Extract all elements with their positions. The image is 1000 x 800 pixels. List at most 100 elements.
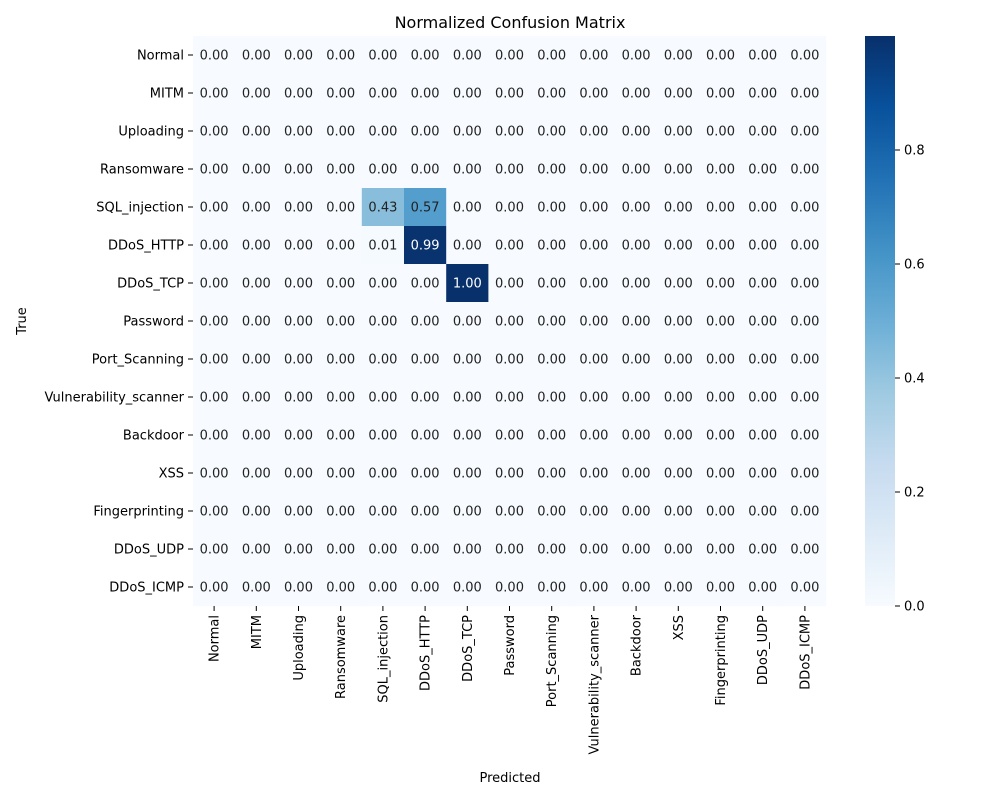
cell-value-label: 0.99 — [411, 239, 440, 254]
heatmap-cell — [699, 150, 742, 189]
cell-value-label: 0.00 — [579, 49, 608, 64]
cell-value-label: 0.00 — [579, 163, 608, 178]
heatmap-cell — [572, 264, 616, 303]
cell-value-label: 0.00 — [411, 315, 440, 330]
cell-value-label: 0.57 — [411, 201, 440, 216]
y-tick-label: SQL_injection — [96, 201, 184, 216]
heatmap-cell — [446, 264, 489, 303]
heatmap-cell — [699, 378, 742, 417]
cell-value-label: 0.00 — [537, 391, 566, 406]
chart-title: Normalized Confusion Matrix — [395, 13, 626, 32]
heatmap-cell — [488, 188, 531, 227]
x-tick-label: DDoS_ICMP — [798, 615, 813, 690]
heatmap-cell — [657, 226, 700, 265]
heatmap-cell — [235, 302, 278, 341]
cell-value-label: 0.00 — [622, 163, 651, 178]
cell-value-label: 0.00 — [453, 543, 482, 558]
heatmap-cell — [361, 340, 405, 379]
x-tick-label: MITM — [250, 615, 265, 649]
heatmap-cell — [319, 492, 363, 531]
x-tick-label: Vulnerability_scanner — [587, 614, 602, 754]
cell-value-label: 0.00 — [242, 391, 271, 406]
heatmap-cell — [488, 150, 531, 189]
cell-value-label: 0.00 — [453, 49, 482, 64]
cell-value-label: 0.00 — [748, 125, 777, 140]
heatmap-cell — [783, 568, 827, 607]
heatmap-cell — [741, 74, 785, 113]
cell-value-label: 0.00 — [453, 467, 482, 482]
heatmap-cell — [615, 454, 658, 493]
heatmap-cell — [530, 36, 574, 75]
cell-value-label: 0.00 — [284, 49, 313, 64]
heatmap-cell — [277, 74, 320, 113]
cell-value-label: 0.00 — [368, 467, 397, 482]
cell-value-label: 0.00 — [664, 49, 693, 64]
cell-value-label: 0.00 — [200, 315, 229, 330]
cell-value-label: 0.00 — [411, 87, 440, 102]
cell-value-label: 0.00 — [790, 505, 819, 520]
y-tick-label: Vulnerability_scanner — [45, 391, 185, 406]
cell-value-label: 0.00 — [706, 581, 735, 596]
heatmap-cell — [319, 378, 363, 417]
colorbar-tick-label: 0.8 — [904, 144, 925, 159]
heatmap-cell — [193, 454, 236, 493]
heatmap-cell — [572, 150, 616, 189]
heatmap-cell — [615, 150, 658, 189]
heatmap-cell — [783, 454, 827, 493]
heatmap-cell — [404, 36, 447, 75]
heatmap-cell — [277, 302, 320, 341]
y-tick-label: DDoS_UDP — [114, 543, 184, 558]
heatmap-cell — [361, 530, 405, 569]
heatmap-cell — [235, 568, 278, 607]
y-tick-label: Backdoor — [123, 429, 185, 444]
heatmap-cells — [193, 36, 827, 607]
cell-value-label: 0.00 — [537, 429, 566, 444]
cell-value-label: 0.00 — [495, 467, 524, 482]
heatmap-cell — [361, 568, 405, 607]
heatmap-cell-labels: 0.00 0.00 0.00 0.00 0.00 0.00 0.00 0.00 0.00 0.00… — [200, 49, 820, 596]
x-tick-label: Fingerprinting — [714, 615, 729, 706]
heatmap-cell — [741, 492, 785, 531]
cell-value-label: 0.00 — [242, 467, 271, 482]
x-tick-label: Password — [503, 615, 518, 676]
cell-value-label: 0.00 — [200, 49, 229, 64]
heatmap-cell — [783, 302, 827, 341]
heatmap-cell — [446, 150, 489, 189]
cell-value-label: 0.00 — [664, 353, 693, 368]
heatmap-cell — [488, 264, 531, 303]
heatmap-cell — [319, 188, 363, 227]
cell-value-label: 0.00 — [284, 391, 313, 406]
heatmap-cell — [319, 568, 363, 607]
cell-value-label: 0.00 — [664, 201, 693, 216]
heatmap-cell — [404, 264, 447, 303]
heatmap-cell — [572, 74, 616, 113]
cell-value-label: 0.00 — [748, 505, 777, 520]
cell-value-label: 0.00 — [537, 353, 566, 368]
heatmap-cell — [319, 530, 363, 569]
heatmap-cell — [446, 36, 489, 75]
colorbar-gradient — [865, 36, 895, 606]
heatmap-cell — [193, 378, 236, 417]
heatmap-cell — [699, 416, 742, 455]
cell-value-label: 0.00 — [706, 391, 735, 406]
heatmap-cell — [277, 36, 320, 75]
cell-value-label: 0.00 — [706, 505, 735, 520]
cell-value-label: 0.00 — [411, 505, 440, 520]
cell-value-label: 0.00 — [284, 543, 313, 558]
cell-value-label: 0.00 — [284, 467, 313, 482]
y-tick-label: DDoS_HTTP — [108, 239, 184, 254]
heatmap-cell — [572, 530, 616, 569]
heatmap-cell — [361, 150, 405, 189]
heatmap-cell — [235, 36, 278, 75]
heatmap-cell — [446, 302, 489, 341]
cell-value-label: 0.00 — [537, 239, 566, 254]
cell-value-label: 0.00 — [790, 125, 819, 140]
heatmap-cell — [404, 378, 447, 417]
cell-value-label: 0.00 — [537, 49, 566, 64]
cell-value-label: 0.00 — [453, 125, 482, 140]
heatmap-cell — [657, 150, 700, 189]
y-tick-label: Password — [123, 315, 184, 330]
heatmap-cell — [572, 226, 616, 265]
cell-value-label: 0.00 — [284, 201, 313, 216]
cell-value-label: 0.00 — [284, 353, 313, 368]
